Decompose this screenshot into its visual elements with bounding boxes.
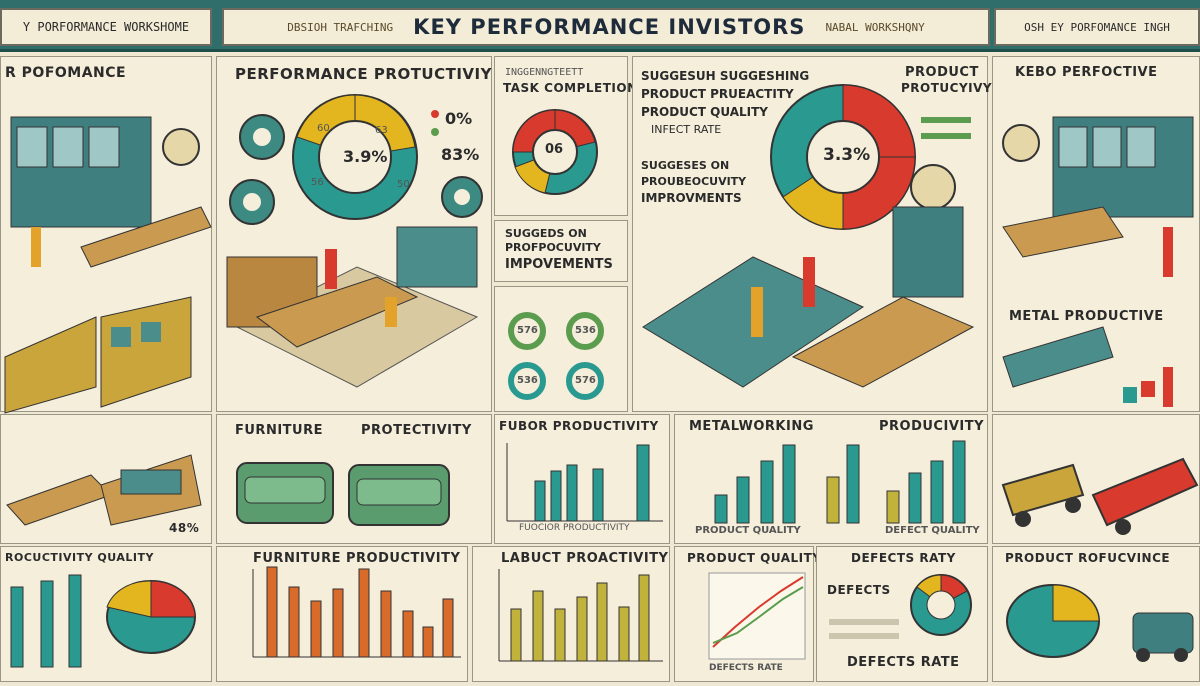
fubor-bars <box>506 443 663 522</box>
labuct-bars <box>498 569 663 662</box>
mini-gauge-3: 536 <box>517 375 538 386</box>
metalworking-panel: METALWORKING PRODUCIVITY PRODUCT QUALITY… <box>674 414 988 544</box>
product-ref-title: PRODUCT ROFUCVINCE <box>1005 551 1171 565</box>
performance-pct-b: 83% <box>441 145 480 164</box>
performance-pct-a: 0% <box>445 109 473 128</box>
quality-title: ROCUCTIVITY QUALITY <box>5 551 154 564</box>
furniture-protectivity-panel: FURNITURE PROTECTIVITY <box>216 414 492 544</box>
task-center-value: 06 <box>545 142 564 157</box>
metalworking-title-b: PRODUCIVITY <box>879 419 984 434</box>
suggestions-panel-a: SUGGEDS ON PROFPOCUVITY IMPOVEMENTS <box>494 220 628 282</box>
perf-slice-d: 50 <box>397 179 410 190</box>
product-ref-panel: PRODUCT ROFUCVINCE <box>992 546 1200 682</box>
furniture-scene-panel: 48% <box>0 414 212 544</box>
header-mid-small-left: DBSIOH TRAFCHING <box>287 20 394 34</box>
furniture-productivity-panel: FURNITURE PRODUCTIVITY <box>216 546 468 682</box>
task-title: TASK COMPLETION <box>503 81 638 95</box>
product-quality-panel: PRODUCT QUALITY DEFECTS RATE <box>674 546 821 682</box>
metalworking-title-a: METALWORKING <box>689 419 814 434</box>
right-workshop-panel: KEBO PERFOCTIVE METAL PRODUCTIVE <box>992 56 1200 412</box>
mini-gauge-1: 576 <box>517 325 538 336</box>
labuct-title: LABUCT PROACTIVITY <box>501 551 669 566</box>
quality-bars-pie <box>10 574 196 668</box>
furniture-pct: 48% <box>169 521 200 535</box>
performance-title: PERFORMANCE PROTUCTIVIY <box>235 65 492 83</box>
metalworking-axis-b: DEFECT QUALITY <box>885 525 980 536</box>
header-right-label: OSH EY PORFOMANCE INGH <box>994 8 1200 46</box>
performance-panel: PERFORMANCE PROTUCTIVIY 3.9% 0% 83% 60 6… <box>216 56 492 412</box>
furniture-title-b: PROTECTIVITY <box>361 423 472 438</box>
product-title-a: PRODUCT <box>905 65 979 80</box>
metalworking-axis-a: PRODUCT QUALITY <box>695 525 801 536</box>
sugg3-line-c: IMPOVEMENTS <box>505 257 613 272</box>
header-mid-small-right: NABAL WORKSHQNY <box>825 20 925 34</box>
furniture-title-a: FURNITURE <box>235 423 323 438</box>
mini-gauges-panel: 576 536 536 576 <box>494 286 628 412</box>
header-title-box: DBSIOH TRAFCHING KEY PERFORMANCE INVISTO… <box>222 8 990 46</box>
fubor-axis: FUOCIOR PRODUCTIVITY <box>519 523 630 533</box>
perf-slice-c: 56 <box>311 177 324 188</box>
furniture-scene <box>6 454 202 526</box>
defects-donut <box>829 574 972 639</box>
defects-axis: DEFECTS RATE <box>709 663 783 673</box>
task-completion-panel: INGGENNGTEETT TASK COMPLETION 06 <box>494 56 637 216</box>
product-donut-and-scene <box>642 84 975 388</box>
product-ref-pie <box>1006 584 1194 662</box>
sugg3-line-a: SUGGEDS ON <box>505 227 587 240</box>
sugg2-line-c: IMPROVMENTS <box>641 191 742 205</box>
right-panel-title: KEBO PERFOCTIVE <box>1015 65 1158 80</box>
defects-rate-panel: DEFECTS RATY DEFECTS DEFECTS RATE <box>816 546 988 682</box>
product-center-pct: 3.3% <box>823 145 871 165</box>
mini-gauge-4: 576 <box>575 375 596 386</box>
metalworking-bars <box>714 440 966 524</box>
workshop-illustration-right <box>1002 116 1194 407</box>
performance-center-pct: 3.9% <box>343 147 388 166</box>
sugg3-line-b: PROFPOCUVITY <box>505 241 601 254</box>
furniture-productivity-bars <box>252 566 461 658</box>
sugg2-line-a: SUGGESES ON <box>641 159 730 172</box>
perf-slice-a: 60 <box>317 123 330 134</box>
task-small-label: INGGENNGTEETT <box>505 67 584 78</box>
furniture-productivity-title: FURNITURE PRODUCTIVITY <box>253 551 461 566</box>
left-panel-title: R POFOMANCE <box>5 65 127 81</box>
quality-panel: ROCUCTIVITY QUALITY <box>0 546 212 682</box>
metal-title: METAL PRODUCTIVE <box>1009 309 1164 324</box>
sugg-line-2: PRODUCT PRUEACTITY <box>641 87 794 101</box>
sugg-line-4: INFECT RATE <box>651 123 722 136</box>
defects-rate-label: DEFECTS RATE <box>847 655 960 670</box>
fubor-productivity-panel: FUBOR PRODUCTIVITY FUOCIOR PRODUCTIVITY <box>494 414 670 544</box>
vehicle-illustrations <box>1001 457 1199 535</box>
product-quality-title: PRODUCT QUALITY <box>687 551 822 565</box>
task-donut <box>512 109 598 195</box>
sugg-line-3: PRODUCT QUALITY <box>641 105 768 119</box>
defects-label: DEFECTS <box>827 583 891 597</box>
perf-slice-b: 63 <box>375 125 388 136</box>
mini-gauges <box>508 312 604 400</box>
defects-rate-title: DEFECTS RATY <box>851 551 956 565</box>
header-left-label: Y PORFORMANCE WORKSHOME <box>0 8 212 46</box>
page-title: KEY PERFORMANCE INVISTORS <box>413 15 806 39</box>
mini-gauge-2: 536 <box>575 325 596 336</box>
sofa-illustrations <box>236 462 450 526</box>
vehicles-panel <box>992 414 1200 544</box>
left-workshop-panel: R POFOMANCE <box>0 56 212 414</box>
workshop-illustration-left <box>4 116 212 414</box>
top-banner: Y PORFORMANCE WORKSHOME DBSIOH TRAFCHING… <box>0 0 1200 52</box>
labuct-panel: LABUCT PROACTIVITY <box>472 546 670 682</box>
product-title-b: PROTUCYIVY <box>901 81 993 95</box>
performance-donut <box>226 94 483 388</box>
fubor-title: FUBOR PRODUCTIVITY <box>499 419 659 433</box>
sugg2-line-b: PROUBEOCUVITY <box>641 175 747 188</box>
product-panel: SUGGESUH SUGGESHING PRODUCT PRUEACTITY P… <box>632 56 992 412</box>
product-quality-lines <box>708 572 806 660</box>
sugg-line-1: SUGGESUH SUGGESHING <box>641 69 810 83</box>
